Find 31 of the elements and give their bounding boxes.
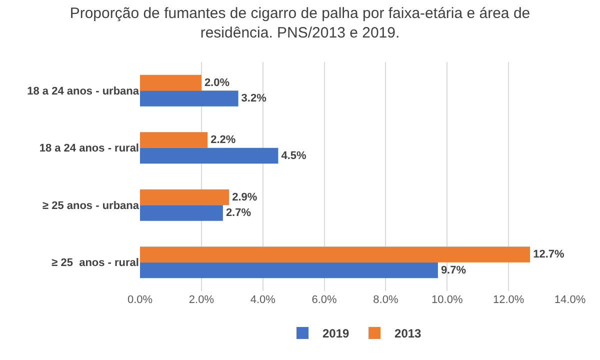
data-label: 2.0% xyxy=(204,76,230,89)
y-tick-label: ≥ 25 anos - rural xyxy=(52,257,139,270)
bar xyxy=(140,132,208,148)
chart-title: Proporção de fumantes de cigarro de palha por faixa-etária e área de residência. PNS/2013 e 2019. xyxy=(70,5,530,42)
data-label: 9.7% xyxy=(440,264,466,276)
bar xyxy=(140,148,278,164)
data-label: 3.2% xyxy=(241,92,267,104)
legend-label: 2019 xyxy=(322,326,350,341)
bar xyxy=(140,262,438,278)
y-tick-label: ≥ 25 anos - urbana xyxy=(42,200,140,212)
data-label: 12.7% xyxy=(533,248,564,261)
x-tick-label: 14.0% xyxy=(554,294,586,306)
y-tick-label: 18 a 24 anos - rural xyxy=(39,142,139,155)
bar xyxy=(140,205,223,221)
x-tick-label: 10.0% xyxy=(432,294,463,306)
y-tick-label: 18 a 24 anos - urbana xyxy=(27,85,140,98)
data-label: 2.2% xyxy=(210,134,236,146)
x-tick-label: 12.0% xyxy=(492,294,524,306)
legend-label: 2013 xyxy=(394,326,422,341)
bar xyxy=(140,189,230,206)
data-label: 2.7% xyxy=(226,207,252,219)
x-tick-label: 4.0% xyxy=(250,294,276,306)
bar xyxy=(140,90,238,106)
x-tick-label: 6.0% xyxy=(312,294,338,306)
bar xyxy=(140,74,202,91)
x-tick-label: 8.0% xyxy=(373,294,398,306)
data-label: 4.5% xyxy=(281,150,306,162)
x-tick-label: 0.0% xyxy=(127,294,153,306)
data-label: 2.9% xyxy=(232,191,258,204)
bar xyxy=(140,246,530,262)
x-tick-label: 2.0% xyxy=(188,294,214,306)
